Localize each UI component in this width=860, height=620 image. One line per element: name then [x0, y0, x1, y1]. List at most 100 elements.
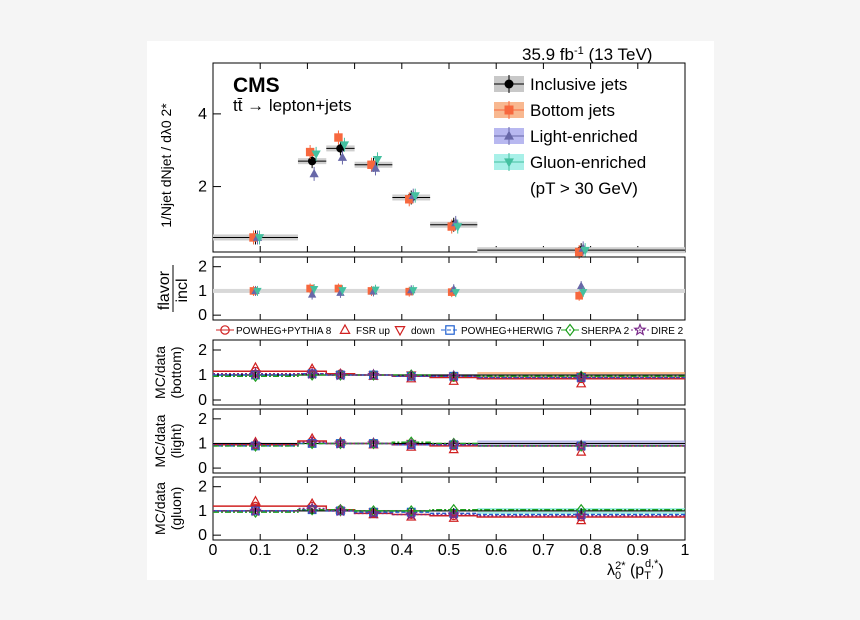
- data-point: [370, 163, 381, 172]
- data-point: [405, 195, 414, 204]
- mc-panel-3-sherpa-marker: [576, 503, 586, 516]
- mc-legend-label: POWHEG+HERWIG 7: [461, 326, 562, 337]
- mc-panel-3-dire-marker: [404, 507, 418, 520]
- legend-label: Light-enriched: [530, 127, 638, 146]
- mc-panel-2-ylabel-bottom: (light): [168, 423, 184, 458]
- ratio-point: [253, 287, 262, 296]
- data-point: [337, 152, 348, 161]
- mc-legend-marker: [220, 325, 230, 335]
- mc-legend-marker: [445, 325, 455, 335]
- mc-panel-3-dire-marker: [574, 509, 588, 522]
- x-tick-label: 0: [209, 542, 218, 559]
- mc-panel-2-ylabel-top: MC/data: [152, 414, 168, 467]
- data-point: [305, 147, 315, 157]
- process-label: tt̄ → lepton+jets: [233, 96, 352, 115]
- data-point: [447, 222, 456, 231]
- mc-panel-2-dire-marker: [574, 439, 588, 452]
- data-point: [249, 233, 258, 242]
- mc-legend-marker: [633, 322, 647, 336]
- mc-panel-3-dire-marker: [367, 506, 380, 519]
- plot-area: 2 4 1/Njet dNjet / dλ0 2* Inclusive jets Bot…: [152, 62, 690, 580]
- mc-legend-label: down: [411, 326, 435, 337]
- mc-panel-1-ylabel-top: MC/data: [152, 346, 168, 399]
- mc-panel-1-dire-marker: [404, 369, 418, 382]
- ratio-point: [306, 284, 314, 293]
- mc-panel-1-fsr_up-marker: [306, 362, 318, 373]
- mc-panel-3-sherpa-marker: [406, 504, 416, 517]
- mc-panel-3-dire-marker: [447, 507, 461, 520]
- mc-legend-marker: [565, 323, 575, 337]
- mc-panel-3-fsr_up-marker: [306, 497, 318, 508]
- legend-label: Bottom jets: [530, 101, 615, 120]
- mc-panel-1-dire-marker: [574, 370, 588, 383]
- mc-panel-2-dire-marker: [404, 438, 418, 451]
- ratio-panel-ytick-label: 1: [198, 283, 207, 300]
- x-tick-label: 0.7: [532, 542, 554, 559]
- mc-legend-label: FSR up: [356, 326, 390, 337]
- x-tick-label: 0.1: [249, 542, 271, 559]
- ratio-point: [575, 291, 583, 300]
- legend-marker: [504, 130, 514, 140]
- legend-label: Gluon-enriched: [530, 153, 646, 172]
- data-point: [410, 192, 420, 201]
- x-tick-label: 0.6: [485, 542, 507, 559]
- data-point: [453, 223, 463, 232]
- ratio-point: [334, 284, 343, 293]
- mc-panel-2-ytick-label: 1: [198, 435, 207, 452]
- data-point: [311, 150, 321, 159]
- legend-marker: [504, 158, 514, 168]
- mc-panel-1-ytick-label: 2: [198, 342, 207, 359]
- mc-panel-2-dire-marker: [249, 438, 262, 451]
- figure-card: 35.9 fb-1 (13 TeV) CMS tt̄ → lepton+jets…: [147, 41, 714, 580]
- lumi-label: 35.9 fb-1 (13 TeV): [522, 45, 652, 64]
- main-ylabel: 1/Njet dNjet / dλ0 2*: [158, 103, 174, 228]
- legend-label: Inclusive jets: [530, 75, 627, 94]
- data-point: [574, 247, 584, 257]
- data-point: [307, 156, 317, 166]
- data-point: [580, 246, 590, 256]
- ratio-ylabel-top: flavor: [156, 270, 173, 310]
- data-point: [339, 141, 350, 150]
- mc-panel-1-sherpa-marker: [576, 370, 586, 383]
- mc-panel-2-fsr_up-marker: [575, 446, 587, 456]
- x-tick-label: 0.8: [579, 542, 601, 559]
- data-point: [372, 155, 383, 165]
- ratio-point: [309, 285, 319, 294]
- x-axis-label: λ02* (pTd,*): [607, 558, 664, 580]
- ratio-point: [578, 289, 588, 297]
- main-panel-ytick-label: 4: [198, 106, 207, 123]
- mc-panel-1-sherpa-marker: [406, 369, 416, 381]
- data-point: [334, 133, 343, 142]
- data-point: [367, 160, 376, 169]
- x-tick-label: 0.5: [438, 542, 460, 559]
- mc-panel-1-dire-marker: [447, 369, 461, 382]
- x-tick-label: 0.3: [343, 542, 365, 559]
- legend-note: (pT > 30 GeV): [530, 179, 638, 198]
- ratio-point: [576, 281, 586, 290]
- mc-panel-1-ytick-label: 1: [198, 367, 207, 384]
- experiment-label: CMS: [233, 74, 280, 97]
- mc-legend-marker: [339, 323, 351, 334]
- ratio-point: [307, 289, 317, 298]
- main-panel-ytick-label: 2: [198, 179, 207, 196]
- mc-panel-1-dire-hist: [213, 373, 685, 379]
- cms-figure: 35.9 fb-1 (13 TeV) CMS tt̄ → lepton+jets…: [152, 45, 690, 580]
- mc-panel-3-ylabel-bottom: (gluon): [168, 487, 184, 531]
- mc-panel-3-sherpa-marker: [335, 503, 345, 516]
- mc-panel-3-ytick-label: 2: [198, 479, 207, 496]
- mc-legend-marker: [394, 326, 406, 337]
- x-tick-label: 0.4: [391, 542, 413, 559]
- ratio-point: [409, 287, 418, 295]
- mc-panel-2-sherpa-marker: [449, 437, 459, 450]
- ratio-panel-ytick-label: 2: [198, 259, 207, 276]
- mc-panel-2-dire-marker: [447, 438, 461, 451]
- legend-marker: [504, 105, 514, 115]
- mc-panel-3-ytick-label: 1: [198, 503, 207, 520]
- mc-panel-1-fsr_up-marker: [575, 377, 587, 388]
- x-tick-label: 0.9: [627, 542, 649, 559]
- ratio-ylabel-bottom: incl: [174, 278, 191, 302]
- mc-panel-3-ytick-label: 0: [198, 527, 207, 544]
- mc-panel-1-ylabel-bottom: (bottom): [168, 346, 184, 398]
- x-tick-label: 0.2: [296, 542, 318, 559]
- ratio-point: [371, 286, 380, 295]
